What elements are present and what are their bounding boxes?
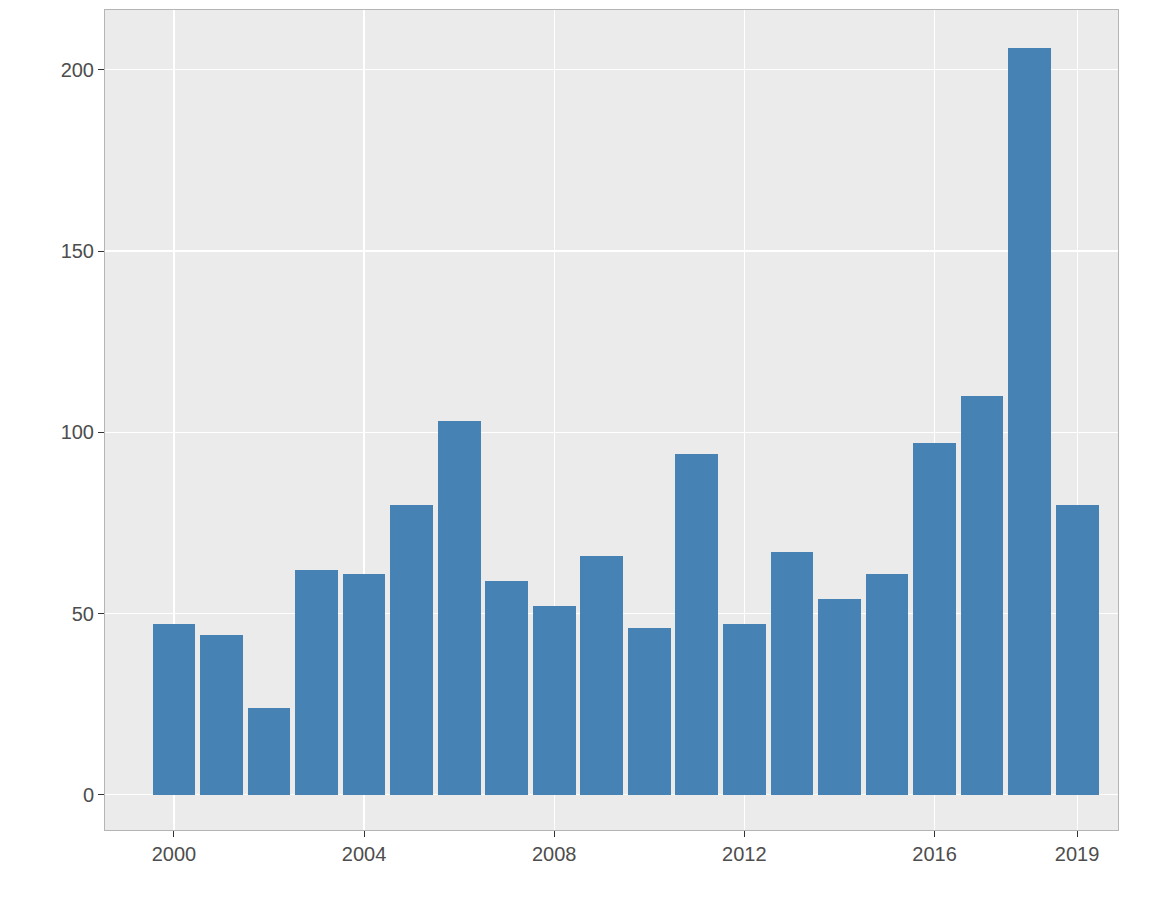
- svg-text:0: 0: [83, 784, 94, 806]
- svg-text:100: 100: [61, 421, 94, 443]
- svg-text:2012: 2012: [722, 843, 767, 865]
- svg-text:150: 150: [61, 240, 94, 262]
- svg-text:2016: 2016: [912, 843, 957, 865]
- svg-text:2008: 2008: [532, 843, 577, 865]
- svg-text:2000: 2000: [152, 843, 197, 865]
- svg-text:2019: 2019: [1055, 843, 1100, 865]
- svg-text:2004: 2004: [342, 843, 387, 865]
- svg-text:50: 50: [72, 603, 94, 625]
- svg-text:200: 200: [61, 59, 94, 81]
